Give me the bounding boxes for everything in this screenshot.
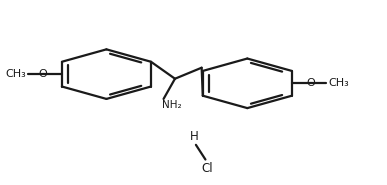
Text: NH₂: NH₂ — [162, 100, 181, 110]
Text: CH₃: CH₃ — [5, 69, 26, 79]
Text: O: O — [38, 69, 47, 79]
Text: O: O — [307, 78, 315, 88]
Text: H: H — [190, 130, 199, 143]
Text: CH₃: CH₃ — [328, 78, 349, 88]
Text: Cl: Cl — [202, 162, 213, 175]
